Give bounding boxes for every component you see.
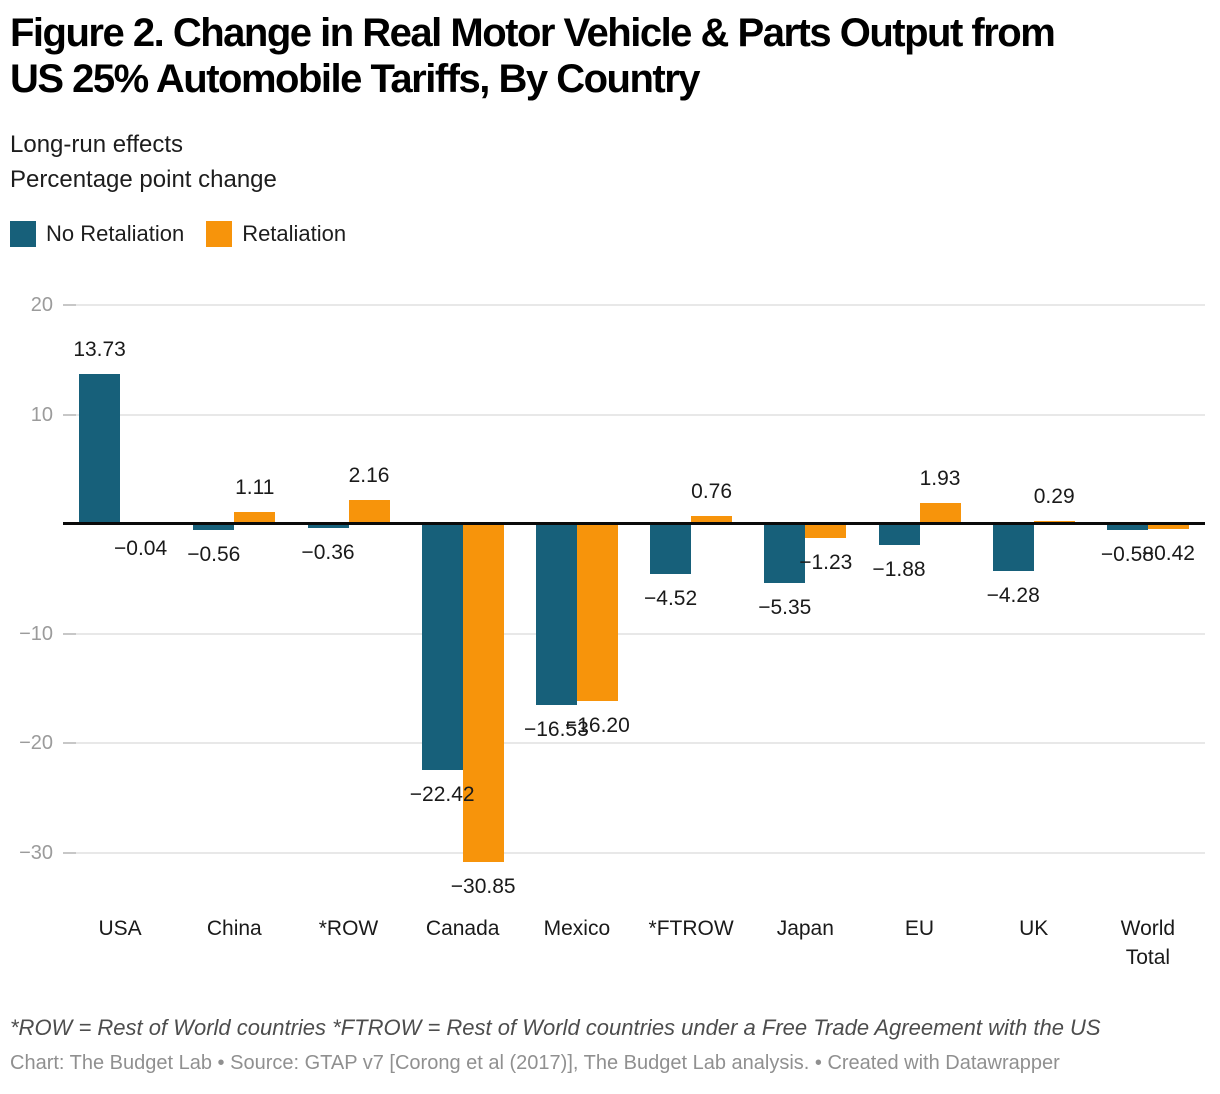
value-label-no-retaliation-3: −22.42 xyxy=(409,782,475,806)
bar-retaliation-5[interactable] xyxy=(691,515,733,524)
legend-item-retaliation: Retaliation xyxy=(206,221,346,247)
value-label-retaliation-0: −0.04 xyxy=(114,537,168,561)
x-axis-label-6: Japan xyxy=(776,917,834,940)
bar-retaliation-7[interactable] xyxy=(919,502,961,524)
bar-no-retaliation-1[interactable] xyxy=(193,524,235,531)
bar-retaliation-6[interactable] xyxy=(805,524,847,538)
x-axis-label-9: World Total xyxy=(1120,917,1176,969)
bar-no-retaliation-2[interactable] xyxy=(307,524,349,528)
credit-line: Chart: The Budget Lab • Source: GTAP v7 … xyxy=(10,1052,1060,1074)
zero-axis-line xyxy=(63,522,1205,525)
value-label-retaliation-1: 1.11 xyxy=(235,475,275,499)
x-axis-label-0: USA xyxy=(98,917,142,940)
bar-no-retaliation-4[interactable] xyxy=(535,524,577,705)
legend-label-no-retaliation: No Retaliation xyxy=(46,221,185,246)
x-axis-label-7: EU xyxy=(904,917,935,940)
chart-subtitle: Long-run effects Percentage point change xyxy=(10,127,277,197)
bar-retaliation-9[interactable] xyxy=(1147,524,1189,529)
y-tick-label-20: 20 xyxy=(30,294,53,316)
bar-no-retaliation-3[interactable] xyxy=(421,524,463,770)
chart-title-line-2: US 25% Automobile Tariffs, By Country xyxy=(10,57,701,101)
bar-no-retaliation-6[interactable] xyxy=(764,524,806,583)
subtitle-line-2: Percentage point change xyxy=(10,166,277,193)
chart-title: Figure 2. Change in Real Motor Vehicle &… xyxy=(10,10,1210,102)
subtitle-line-1: Long-run effects xyxy=(10,131,184,158)
legend-swatch-retaliation xyxy=(206,221,233,247)
bar-no-retaliation-9[interactable] xyxy=(1106,524,1148,531)
gridline--10 xyxy=(63,632,1205,635)
axis-tick--30 xyxy=(63,851,76,854)
value-label-no-retaliation-1: −0.56 xyxy=(187,543,241,567)
bar-no-retaliation-8[interactable] xyxy=(992,524,1034,571)
axis-tick-20 xyxy=(63,304,76,306)
legend-item-no-retaliation: No Retaliation xyxy=(10,221,184,247)
y-tick-label-10: 10 xyxy=(30,403,53,426)
x-axis-label-5: *FTROW xyxy=(648,917,734,940)
x-axis-label-8: UK xyxy=(1019,917,1049,940)
legend-label-retaliation: Retaliation xyxy=(242,221,347,246)
value-label-no-retaliation-5: −4.52 xyxy=(644,586,698,610)
axis-tick-10 xyxy=(63,413,76,416)
axis-tick--20 xyxy=(63,742,76,744)
y-tick-label--10: −10 xyxy=(19,622,53,645)
footnote: *ROW = Rest of World countries *FTROW = … xyxy=(10,1015,1101,1040)
x-axis-label-1: China xyxy=(206,917,262,940)
bar-no-retaliation-7[interactable] xyxy=(878,524,920,545)
value-label-retaliation-2: 2.16 xyxy=(348,464,390,488)
chart-title-line-1: Figure 2. Change in Real Motor Vehicle &… xyxy=(10,11,1056,55)
bar-retaliation-4[interactable] xyxy=(576,524,618,702)
value-label-retaliation-7: 1.93 xyxy=(919,466,961,490)
x-axis-label-2: *ROW xyxy=(318,917,379,940)
bar-retaliation-1[interactable] xyxy=(234,511,276,524)
value-label-retaliation-6: −1.23 xyxy=(799,550,853,574)
bar-no-retaliation-0[interactable] xyxy=(79,373,121,524)
legend-swatch-no-retaliation xyxy=(10,221,36,247)
bar-no-retaliation-5[interactable] xyxy=(650,524,692,574)
value-label-no-retaliation-8: −4.28 xyxy=(986,583,1040,607)
value-label-no-retaliation-9: −0.58 xyxy=(1100,543,1154,567)
value-label-retaliation-9: −0.42 xyxy=(1141,541,1195,565)
y-tick-label--20: −20 xyxy=(19,732,53,754)
y-tick-label--30: −30 xyxy=(19,841,53,864)
value-label-retaliation-8: 0.29 xyxy=(1033,484,1075,508)
axis-tick--10 xyxy=(63,632,76,635)
gridline--20 xyxy=(63,742,1205,744)
value-label-no-retaliation-2: −0.36 xyxy=(301,540,355,564)
bar-retaliation-2[interactable] xyxy=(348,500,390,524)
x-axis-label-4: Mexico xyxy=(543,917,611,940)
value-label-retaliation-3: −30.85 xyxy=(450,874,516,898)
value-label-retaliation-4: −16.20 xyxy=(564,714,630,738)
value-label-retaliation-5: 0.76 xyxy=(691,479,733,503)
value-label-no-retaliation-6: −5.35 xyxy=(758,595,812,619)
legend: No Retaliation Retaliation xyxy=(10,221,346,247)
gridline--30 xyxy=(63,851,1205,854)
gridline-20 xyxy=(63,304,1205,306)
value-label-no-retaliation-7: −1.88 xyxy=(872,557,926,581)
value-label-no-retaliation-4: −16.53 xyxy=(523,718,589,741)
gridline-10 xyxy=(63,413,1205,416)
x-axis-label-3: Canada xyxy=(425,917,500,940)
value-label-no-retaliation-0: 13.73 xyxy=(73,337,126,361)
bar-retaliation-3[interactable] xyxy=(462,524,504,862)
